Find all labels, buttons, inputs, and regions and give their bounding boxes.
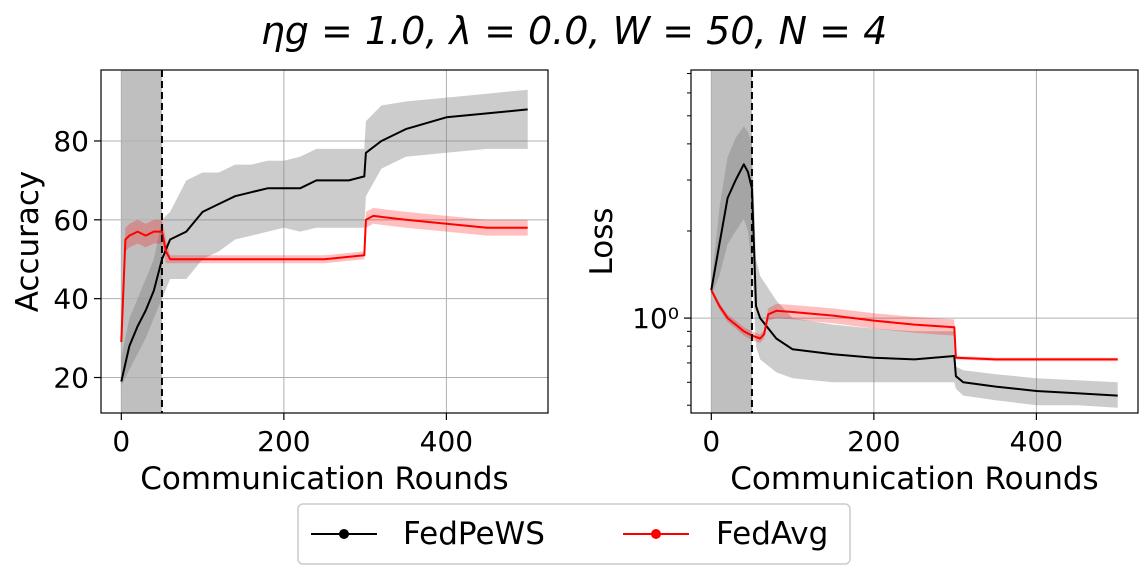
x-tick-label: 400 bbox=[1010, 425, 1063, 458]
x-axis-label: Communication Rounds bbox=[140, 461, 508, 497]
x-tick-label: 400 bbox=[420, 425, 473, 458]
y-tick-label: 40 bbox=[53, 283, 89, 316]
figure-title: ηg = 1.0, λ = 0.0, W = 50, N = 4 bbox=[261, 9, 888, 53]
x-axis-label: Communication Rounds bbox=[730, 461, 1098, 497]
x-tick-label: 0 bbox=[702, 425, 720, 458]
y-axis-label: Loss bbox=[584, 208, 620, 276]
plot-frame bbox=[100, 69, 549, 414]
x-tick-label: 200 bbox=[847, 425, 900, 458]
line-fedavg bbox=[710, 289, 1118, 361]
legend-label-fedavg: FedAvg bbox=[716, 516, 828, 552]
x-tick-label: 0 bbox=[112, 425, 130, 458]
y-tick-label: 20 bbox=[53, 362, 89, 395]
warmup-region bbox=[711, 70, 752, 413]
legend-marker-fedavg bbox=[651, 529, 661, 539]
y-tick-label: 80 bbox=[53, 125, 89, 158]
legend: FedPeWS FedAvg bbox=[297, 503, 851, 565]
legend-label-fedpews: FedPeWS bbox=[403, 516, 545, 552]
x-tick-label: 200 bbox=[257, 425, 310, 458]
line-fedpews bbox=[120, 108, 528, 382]
y-tick-label: 10⁰ bbox=[632, 302, 679, 335]
band-fedpews bbox=[121, 89, 528, 386]
accuracy-chart: 0 200 400 20 40 60 80 Communication Rounds Accur… bbox=[10, 69, 549, 497]
band-fedpews bbox=[711, 126, 1118, 408]
line-fedpews bbox=[710, 163, 1118, 397]
y-axis-label: Accuracy bbox=[10, 171, 46, 313]
line-fedavg bbox=[120, 214, 528, 343]
plot-frame bbox=[690, 69, 1139, 414]
legend-frame bbox=[297, 503, 851, 565]
band-fedavg bbox=[121, 208, 528, 350]
y-tick-label: 60 bbox=[53, 204, 89, 237]
legend-marker-fedpews bbox=[339, 529, 349, 539]
loss-chart: 0 200 400 10⁰ Communication Rounds Loss bbox=[584, 69, 1139, 497]
